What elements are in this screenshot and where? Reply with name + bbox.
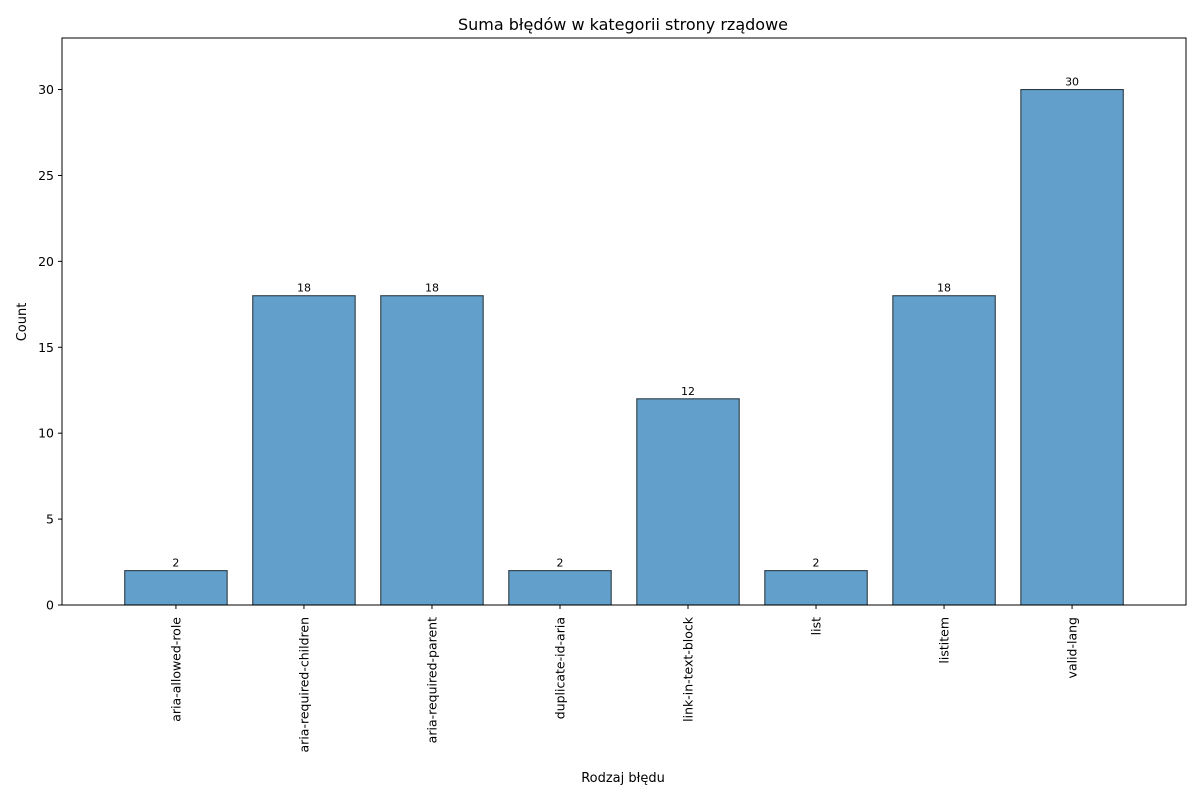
y-tick-label-15: 15 [38, 340, 54, 355]
data-label-aria-required-children: 18 [297, 282, 311, 295]
bar-listitem [892, 295, 996, 606]
bar-duplicate-id-aria [508, 570, 612, 606]
chart-title: Suma błędów w kategorii strony rządowe [458, 15, 788, 34]
bar-link-in-text-block [636, 398, 740, 606]
x-tick-label-aria-allowed-role: aria-allowed-role [168, 617, 183, 722]
data-label-aria-allowed-role: 2 [172, 557, 179, 570]
data-label-list: 2 [813, 557, 820, 570]
y-tick-label-10: 10 [38, 426, 54, 441]
x-tick-label-duplicate-id-aria: duplicate-id-aria [552, 617, 567, 719]
x-axis-label: Rodzaj błędu [581, 771, 665, 786]
y-axis-label: Count [15, 303, 30, 342]
data-label-valid-lang: 30 [1065, 76, 1079, 89]
plot-area: 2 aria-allowed-role 18 aria-required-childr… [38, 37, 1187, 752]
y-tick-label-5: 5 [46, 512, 54, 527]
y-tick-label-30: 30 [38, 82, 54, 97]
bar-valid-lang [1020, 88, 1124, 606]
bar-aria-required-parent [380, 295, 484, 606]
x-tick-label-listitem: listitem [937, 617, 952, 664]
data-label-link-in-text-block: 12 [681, 385, 695, 398]
x-tick-label-aria-required-children: aria-required-children [296, 617, 311, 752]
x-tick-label-valid-lang: valid-lang [1065, 617, 1080, 678]
data-label-aria-required-parent: 18 [425, 282, 439, 295]
bar-aria-required-children [252, 295, 356, 606]
x-tick-label-list: list [809, 617, 824, 635]
y-tick-label-25: 25 [38, 168, 54, 183]
data-label-listitem: 18 [937, 282, 951, 295]
bar-aria-allowed-role [124, 570, 228, 606]
data-label-duplicate-id-aria: 2 [556, 557, 563, 570]
x-tick-label-link-in-text-block: link-in-text-block [681, 616, 696, 722]
y-tick-label-20: 20 [38, 254, 54, 269]
bar-list [764, 570, 868, 606]
x-tick-label-aria-required-parent: aria-required-parent [424, 617, 439, 743]
y-tick-label-0: 0 [46, 598, 54, 613]
axes-frame [61, 37, 1187, 606]
